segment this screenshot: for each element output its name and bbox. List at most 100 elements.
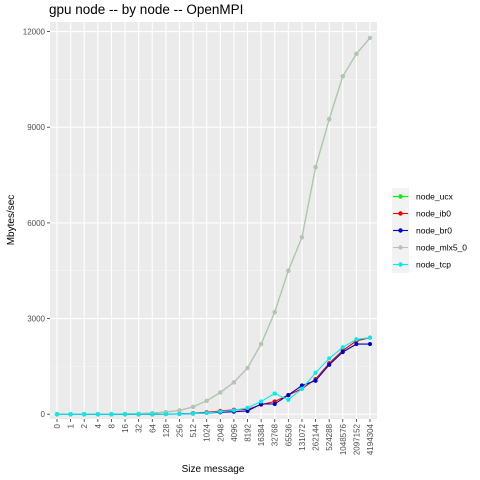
data-point xyxy=(245,405,250,410)
data-point xyxy=(340,345,345,350)
legend-item: node_br0 xyxy=(392,222,452,239)
x-tick-label: 16384 xyxy=(257,423,266,446)
x-tick-label: 131072 xyxy=(298,423,307,450)
legend-key-point xyxy=(398,194,403,199)
x-axis-ticks: 0 1 2 4 8 16 32 64 128 256 512 1024 2048 4096 8192 1638… xyxy=(53,419,375,455)
data-point xyxy=(190,404,196,409)
data-point xyxy=(231,380,237,385)
y-tick-label: 6000 xyxy=(27,219,45,228)
series-layer xyxy=(54,35,373,417)
minor-gridlines xyxy=(50,79,377,367)
x-tick-label: 2097152 xyxy=(352,423,361,455)
data-point xyxy=(299,386,305,391)
data-point xyxy=(327,362,332,367)
legend-item: node_ucx xyxy=(392,188,454,205)
data-point xyxy=(313,164,318,170)
data-point xyxy=(122,412,128,417)
x-tick-label: 0 xyxy=(53,423,62,428)
data-point xyxy=(272,310,277,315)
x-tick-label: 16 xyxy=(121,423,130,432)
x-tick-label: 524288 xyxy=(325,423,334,450)
x-tick-label: 1 xyxy=(67,423,76,428)
data-point xyxy=(272,401,277,407)
x-tick-label: 8 xyxy=(107,423,116,428)
data-point xyxy=(327,117,332,122)
data-point xyxy=(218,409,223,414)
x-axis-title: Size message xyxy=(182,464,245,475)
data-point xyxy=(286,397,291,402)
series-node_tcp xyxy=(54,335,373,417)
data-point xyxy=(54,412,60,417)
data-point xyxy=(354,341,359,347)
data-point xyxy=(190,411,196,416)
data-point xyxy=(272,391,277,396)
series-line xyxy=(57,337,371,415)
legend: node_ucx node_ib0 node_br0 node_mlx5_0 node_… xyxy=(392,188,467,273)
x-tick-label: 64 xyxy=(148,423,157,432)
data-point xyxy=(245,365,250,371)
x-tick-label: 512 xyxy=(189,423,198,437)
data-point xyxy=(313,370,318,375)
x-tick-label: 1024 xyxy=(203,423,212,441)
data-point xyxy=(163,411,168,417)
x-tick-label: 32768 xyxy=(271,423,280,446)
legend-item: node_ib0 xyxy=(392,205,451,222)
y-tick-label: 12000 xyxy=(23,28,46,37)
x-tick-label: 1048576 xyxy=(339,423,348,455)
legend-key-point xyxy=(398,262,403,267)
x-tick-label: 4 xyxy=(94,423,103,428)
x-tick-label: 8192 xyxy=(244,423,253,441)
data-point xyxy=(299,383,305,388)
data-point xyxy=(340,74,345,79)
data-point xyxy=(177,408,182,413)
data-point xyxy=(95,412,100,417)
legend-item: node_tcp xyxy=(392,256,451,273)
data-point xyxy=(354,51,359,56)
x-tick-label: 256 xyxy=(175,423,184,437)
y-tick-label: 9000 xyxy=(27,123,45,132)
y-tick-label: 3000 xyxy=(27,315,45,324)
y-axis-ticks: 0 3000 6000 9000 12000 xyxy=(23,28,50,419)
data-point xyxy=(68,412,73,417)
data-point xyxy=(367,335,373,340)
major-gridlines xyxy=(50,22,377,419)
x-tick-label: 4194304 xyxy=(366,423,375,455)
legend-item: node_mlx5_0 xyxy=(392,239,467,256)
data-point xyxy=(82,412,87,417)
data-point xyxy=(259,399,264,404)
legend-key-point xyxy=(398,245,403,250)
y-axis-title: Mbytes/sec xyxy=(6,195,17,246)
data-point xyxy=(286,268,291,273)
data-point xyxy=(150,412,155,417)
x-tick-label: 4096 xyxy=(230,423,239,441)
x-tick-label: 2 xyxy=(80,423,89,428)
x-tick-label: 128 xyxy=(162,423,171,437)
x-tick-label: 65536 xyxy=(284,423,293,446)
data-point xyxy=(299,235,305,240)
data-point xyxy=(231,408,237,413)
data-point xyxy=(109,412,114,417)
legend-label: node_ucx xyxy=(416,192,454,202)
data-point xyxy=(340,349,345,355)
data-point xyxy=(354,337,359,342)
data-point xyxy=(177,411,182,416)
data-point xyxy=(259,341,264,347)
data-point xyxy=(204,398,209,403)
x-tick-label: 32 xyxy=(135,423,144,432)
legend-key-point xyxy=(398,228,403,233)
x-tick-label: 2048 xyxy=(216,423,225,441)
data-point xyxy=(136,412,141,417)
legend-key-point xyxy=(398,211,403,216)
data-point xyxy=(367,341,373,347)
legend-label: node_br0 xyxy=(416,226,452,236)
data-point xyxy=(313,378,318,383)
data-point xyxy=(245,408,250,414)
y-tick-label: 0 xyxy=(41,410,46,419)
data-point xyxy=(367,35,373,41)
data-point xyxy=(327,356,332,361)
legend-label: node_tcp xyxy=(416,260,451,270)
legend-label: node_mlx5_0 xyxy=(416,243,467,253)
data-point xyxy=(286,392,291,398)
data-point xyxy=(204,410,209,416)
